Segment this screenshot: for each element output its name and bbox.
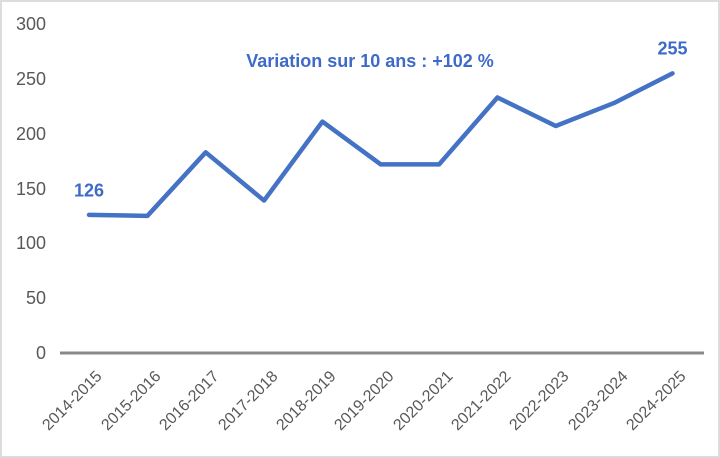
y-axis-tick-label: 100: [15, 233, 46, 254]
data-point-label: 126: [73, 180, 105, 201]
y-axis-tick-label: 200: [15, 123, 46, 144]
y-axis-tick-label: 50: [25, 288, 46, 309]
line-series: [86, 71, 675, 219]
y-axis-tick-label: 150: [15, 178, 46, 199]
y-axis-tick-label: 0: [35, 343, 46, 363]
y-axis-tick-label: 250: [15, 68, 46, 89]
data-point-label: 255: [657, 38, 688, 59]
y-axis-tick-label: 300: [15, 14, 46, 34]
chart-annotation: Variation sur 10 ans : +102 %: [246, 51, 494, 71]
